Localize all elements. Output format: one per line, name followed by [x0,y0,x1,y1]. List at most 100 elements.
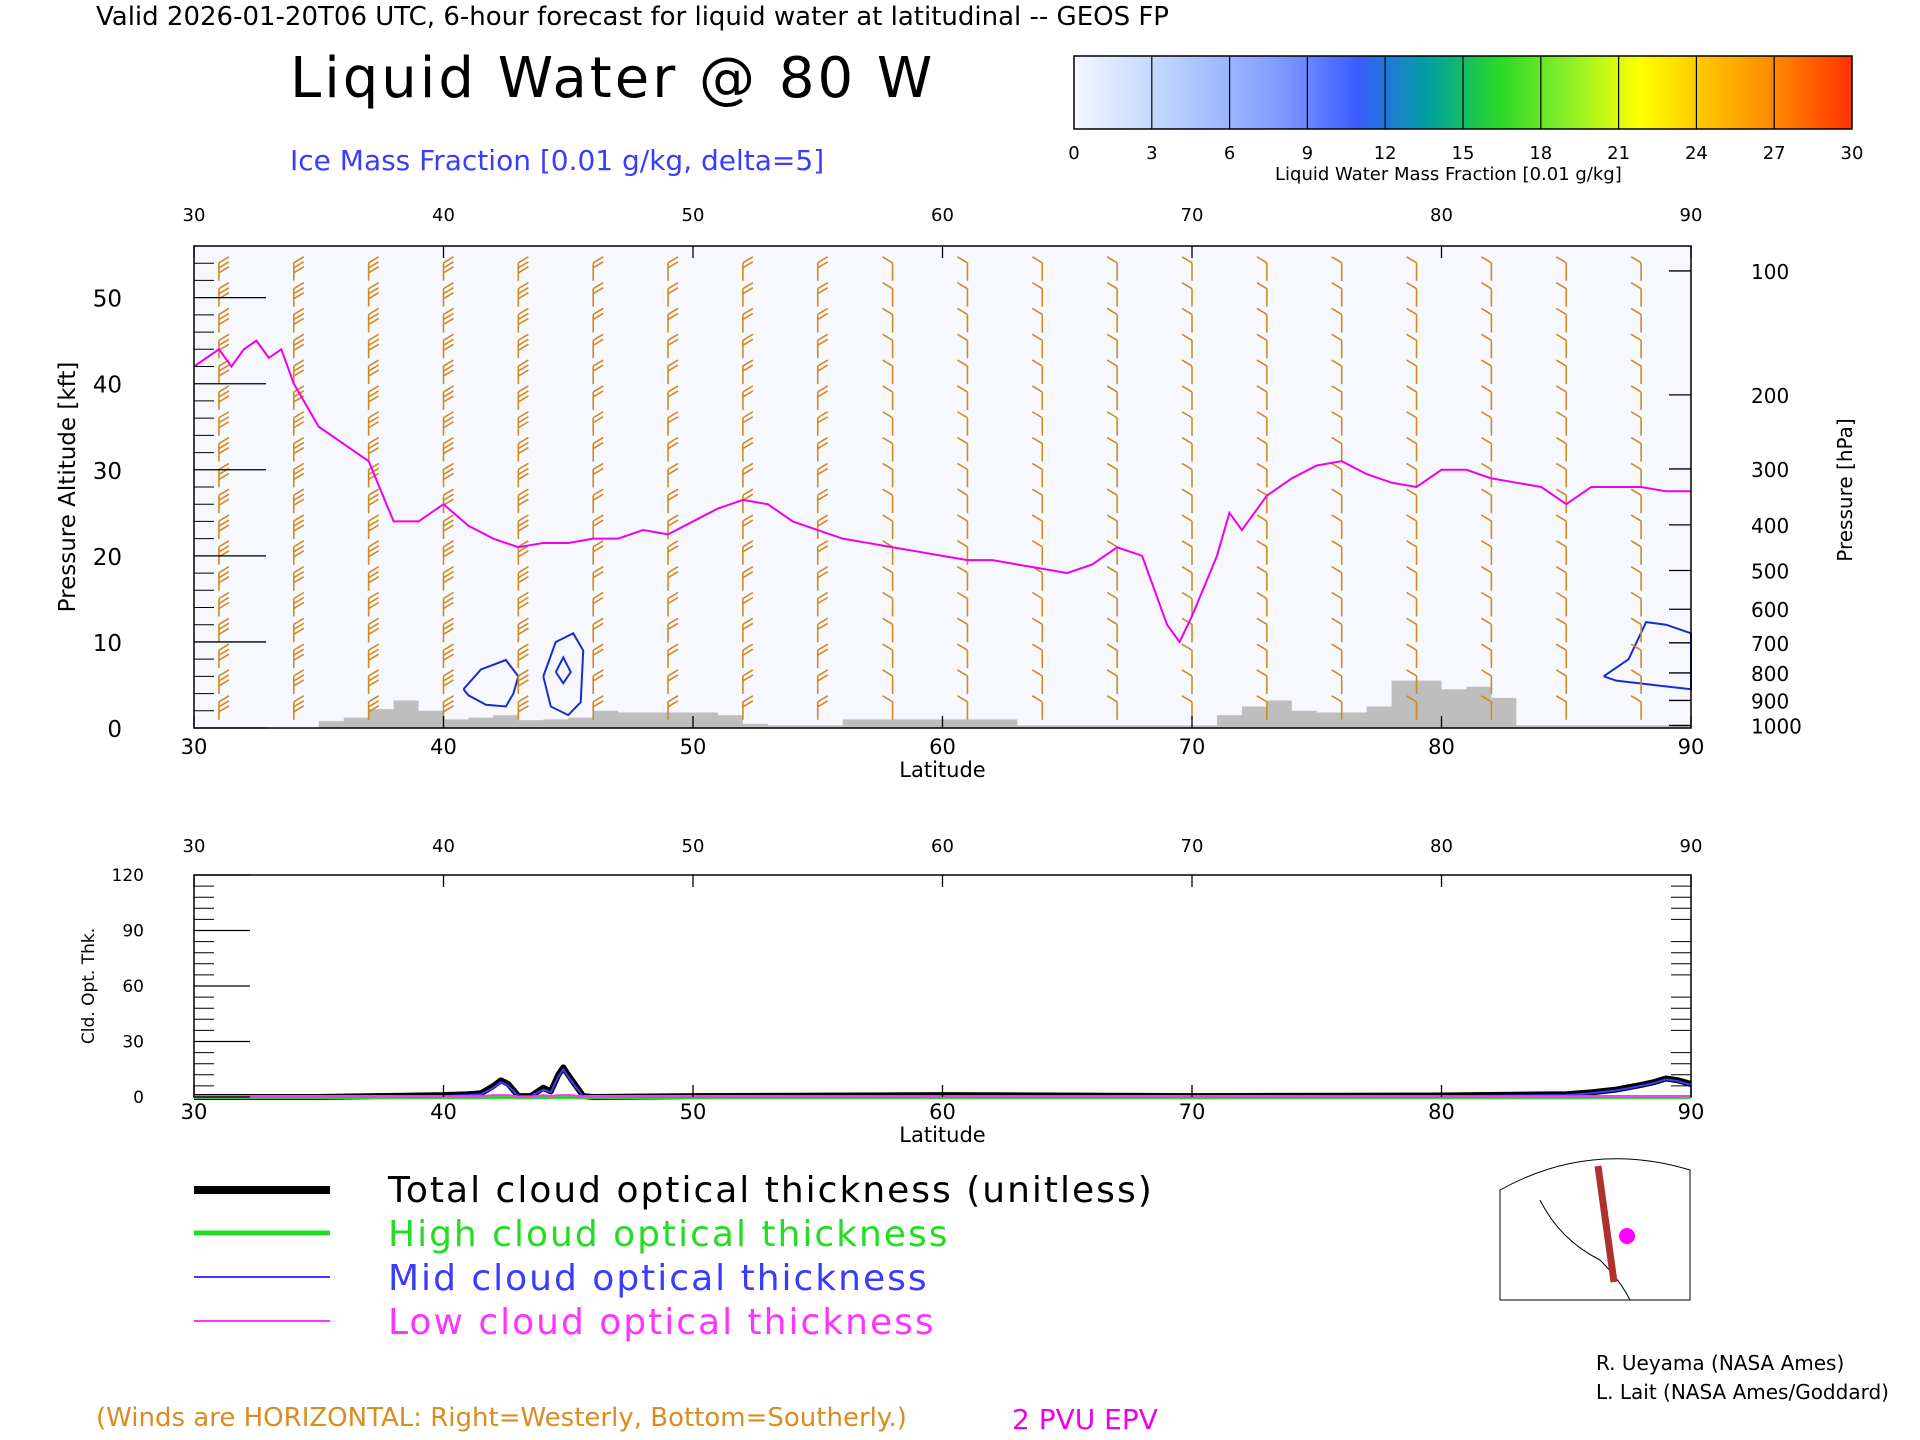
wind-barb-flag [957,411,968,419]
wind-barb-flag [293,700,305,708]
wind-barb-flag [517,467,529,476]
x-tick-label: 30 [181,1100,208,1124]
wind-barb-flag [667,545,679,553]
wind-barb-flag [218,256,230,264]
wind-barb-flag [817,364,829,372]
wind-barb-flag [817,545,829,553]
wind-barb-flag [742,565,754,574]
x-tick-label: 70 [1179,1100,1206,1124]
wind-barb-flag [1480,617,1492,626]
wind-barb-flag [218,395,230,403]
wind-barb-flag [1106,333,1118,341]
wind-barb-flag [517,514,529,522]
wind-barb-flag [592,591,604,600]
wind-barb-flag [1630,333,1642,341]
wind-barb-flag [742,674,754,682]
wind-barb-flag [817,333,829,341]
wind-barb-flag [592,514,604,522]
wind-barb-flag [1630,359,1642,367]
wind-barb-flag [817,411,829,419]
wind-barb-flag [592,333,604,341]
wind-barb-flag [1480,540,1492,548]
wind-barb-flag [517,622,529,631]
wind-barb-flag [592,462,604,471]
wind-barb-flag [817,359,829,367]
wind-barb-flag [742,462,754,471]
wind-barb-flag [293,291,305,300]
wind-barb-flag [1106,565,1118,574]
wind-barb-flag [592,312,604,321]
wind-barb-flag [957,540,968,548]
wind-barb-flag [1256,462,1268,471]
wind-barb-flag [1406,307,1417,316]
credit-line-1: R. Ueyama (NASA Ames) [1596,1351,1845,1375]
colorbar-tick-label: 9 [1302,143,1313,164]
wind-barb-flag [443,622,454,631]
wind-barb-flag [368,700,380,708]
wind-barb-flag [742,411,754,419]
wind-barb-flag [517,575,529,584]
wind-barb-flag [218,390,230,398]
wind-barb-flag [592,493,604,501]
wind-barb-flag [218,622,230,631]
wind-barb-flag [817,467,829,476]
wind-barb-flag [517,338,529,346]
colorbar-tick-label: 30 [1841,143,1864,164]
wind-barb-flag [293,286,305,295]
wind-barb-flag [592,411,604,419]
wind-barb-flag [293,679,305,687]
wind-barb-flag [592,286,604,295]
wind-barb-flag [1630,540,1642,548]
wind-barb-flag [218,338,230,346]
x-tick-label: 70 [1179,735,1206,759]
wind-barb-flag [368,436,380,445]
wind-barb-flag [817,261,829,269]
wind-barb-flag [1555,385,1567,393]
wind-barb-flag [742,700,754,708]
wind-barb-flag [957,695,968,703]
wind-barb-flag [368,498,380,506]
wind-barb-flag [218,369,230,377]
wind-barb-flag [957,281,968,290]
wind-barb-flag [1181,359,1193,367]
wind-barb-flag [1031,695,1043,703]
wind-barb-flag [368,286,380,295]
wind-barb-flag [1106,695,1118,703]
wind-barb-flag [218,545,230,553]
wind-barb-flag [592,385,604,393]
wind-barb-flag [817,648,829,656]
wind-barb-flag [443,514,454,522]
wind-barb-flag [443,498,454,506]
wind-barb-flag [1406,488,1417,496]
wind-barb-flag [443,395,454,403]
wind-barb-flag [218,570,230,579]
cross-section-chart: 3030404050506060707080809090010203040501… [55,205,1857,782]
wind-barb-flag [293,436,305,445]
legend-mid-label: Mid cloud optical thickness [388,1258,929,1299]
wind-barb-flag [293,488,305,496]
colorbar-tick-label: 24 [1685,143,1708,164]
wind-barb-flag [218,436,230,445]
wind-barb-flag [293,385,305,393]
wind-barb-flag [1480,565,1492,574]
wind-barb-flag [443,540,454,548]
x-tick-label: 30 [181,735,208,759]
wind-barb-flag [368,545,380,553]
wind-barb-flag [667,643,679,651]
wind-barb-flag [293,570,305,579]
wind-barb-flag [443,338,454,346]
wind-barb-flag [667,256,679,264]
pressure-tick-label: 900 [1751,689,1789,713]
y-tick-label: 90 [122,922,144,942]
y-axis-label: Pressure Altitude [kft] [55,362,81,613]
wind-barb-flag [1256,591,1268,600]
wind-barb-flag [1480,462,1492,471]
wind-barb-flag [817,488,829,496]
wind-barb-flag [1256,669,1268,677]
wind-barb-flag [1331,540,1343,548]
wind-barb-flag [882,617,894,626]
wind-barb-flag [293,669,305,677]
wind-barb-flag [817,307,829,316]
pressure-tick-label: 300 [1751,458,1789,482]
wind-barb-flag [517,291,529,300]
